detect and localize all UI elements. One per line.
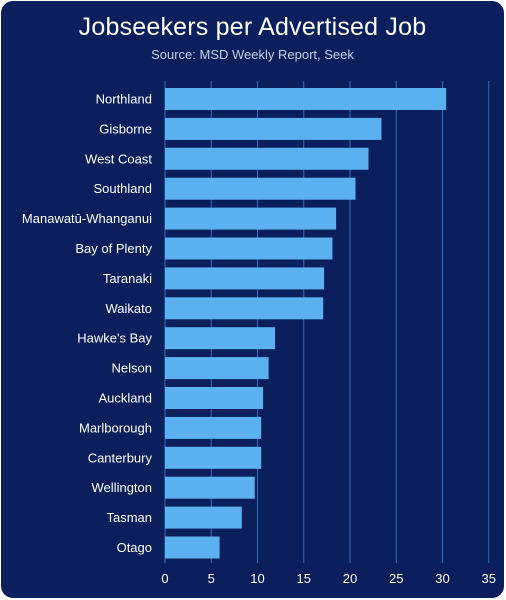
bar-13 <box>165 476 255 499</box>
category-label-9: Nelson <box>112 361 152 376</box>
chart-subtitle: Source: MSD Weekly Report, Seek <box>151 47 354 62</box>
category-label-3: Southland <box>93 181 152 196</box>
bar-12 <box>165 446 262 469</box>
bar-14 <box>165 506 242 529</box>
bar-10 <box>165 387 264 409</box>
category-label-11: Marlborough <box>79 420 152 435</box>
category-label-15: Otago <box>117 540 152 555</box>
bar-3 <box>165 177 356 200</box>
bar-1 <box>165 117 382 140</box>
x-tick-label-15: 15 <box>297 571 311 586</box>
category-label-4: Manawatū-Whanganui <box>22 211 152 226</box>
category-label-0: Northland <box>96 92 152 107</box>
bar-6 <box>165 267 325 290</box>
bar-15 <box>165 536 220 559</box>
chart-title: Jobseekers per Advertised Job <box>78 13 427 41</box>
x-tick-label-25: 25 <box>389 571 403 586</box>
bar-9 <box>165 357 269 380</box>
x-tick-label-10: 10 <box>250 571 264 586</box>
category-label-12: Canterbury <box>88 450 153 465</box>
x-tick-label-0: 0 <box>161 571 168 586</box>
bar-11 <box>165 416 262 439</box>
x-tick-label-5: 5 <box>208 571 215 586</box>
category-label-1: Gisborne <box>99 121 152 136</box>
bar-7 <box>165 297 324 320</box>
bar-4 <box>165 207 337 230</box>
bar-0 <box>165 88 447 110</box>
category-label-10: Auckland <box>99 391 152 406</box>
category-label-7: Waikato <box>106 301 152 316</box>
category-label-6: Taranaki <box>103 271 152 286</box>
x-tick-label-30: 30 <box>435 571 449 586</box>
x-tick-label-20: 20 <box>343 571 357 586</box>
category-label-8: Hawke's Bay <box>77 331 152 346</box>
category-label-14: Tasman <box>106 510 152 525</box>
bar-5 <box>165 237 333 260</box>
category-label-5: Bay of Plenty <box>75 241 152 256</box>
bar-2 <box>165 147 369 170</box>
category-label-13: Wellington <box>92 480 152 495</box>
x-tick-label-35: 35 <box>482 571 496 586</box>
bar-8 <box>165 327 276 350</box>
category-label-2: West Coast <box>85 151 152 166</box>
